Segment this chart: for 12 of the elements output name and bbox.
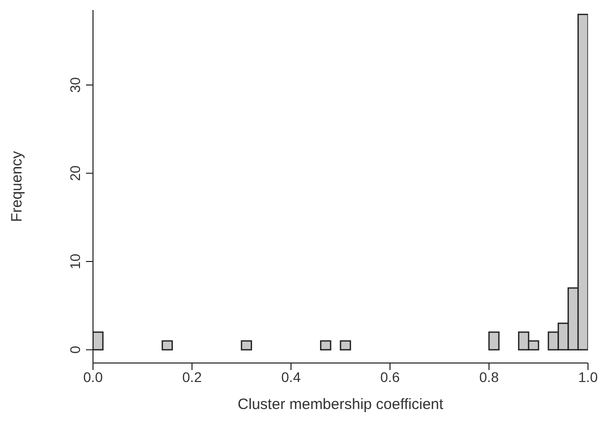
x-tick-label: 0.4 — [281, 368, 301, 385]
x-tick-label: 0.8 — [479, 368, 499, 385]
x-axis-title: Cluster membership coefficient — [236, 396, 444, 413]
y-axis-title: Frequency — [8, 150, 26, 222]
y-tick-label: 10 — [67, 254, 83, 270]
x-tick-label: 0.2 — [182, 368, 202, 385]
y-tick-label: 20 — [67, 165, 83, 182]
x-tick-label: 0.0 — [83, 368, 103, 385]
x-tick-label: 0.6 — [380, 368, 400, 385]
y-tick-label: 0 — [67, 346, 83, 354]
x-tick-label: 1.0 — [578, 368, 598, 385]
y-tick-label: 30 — [67, 77, 83, 93]
